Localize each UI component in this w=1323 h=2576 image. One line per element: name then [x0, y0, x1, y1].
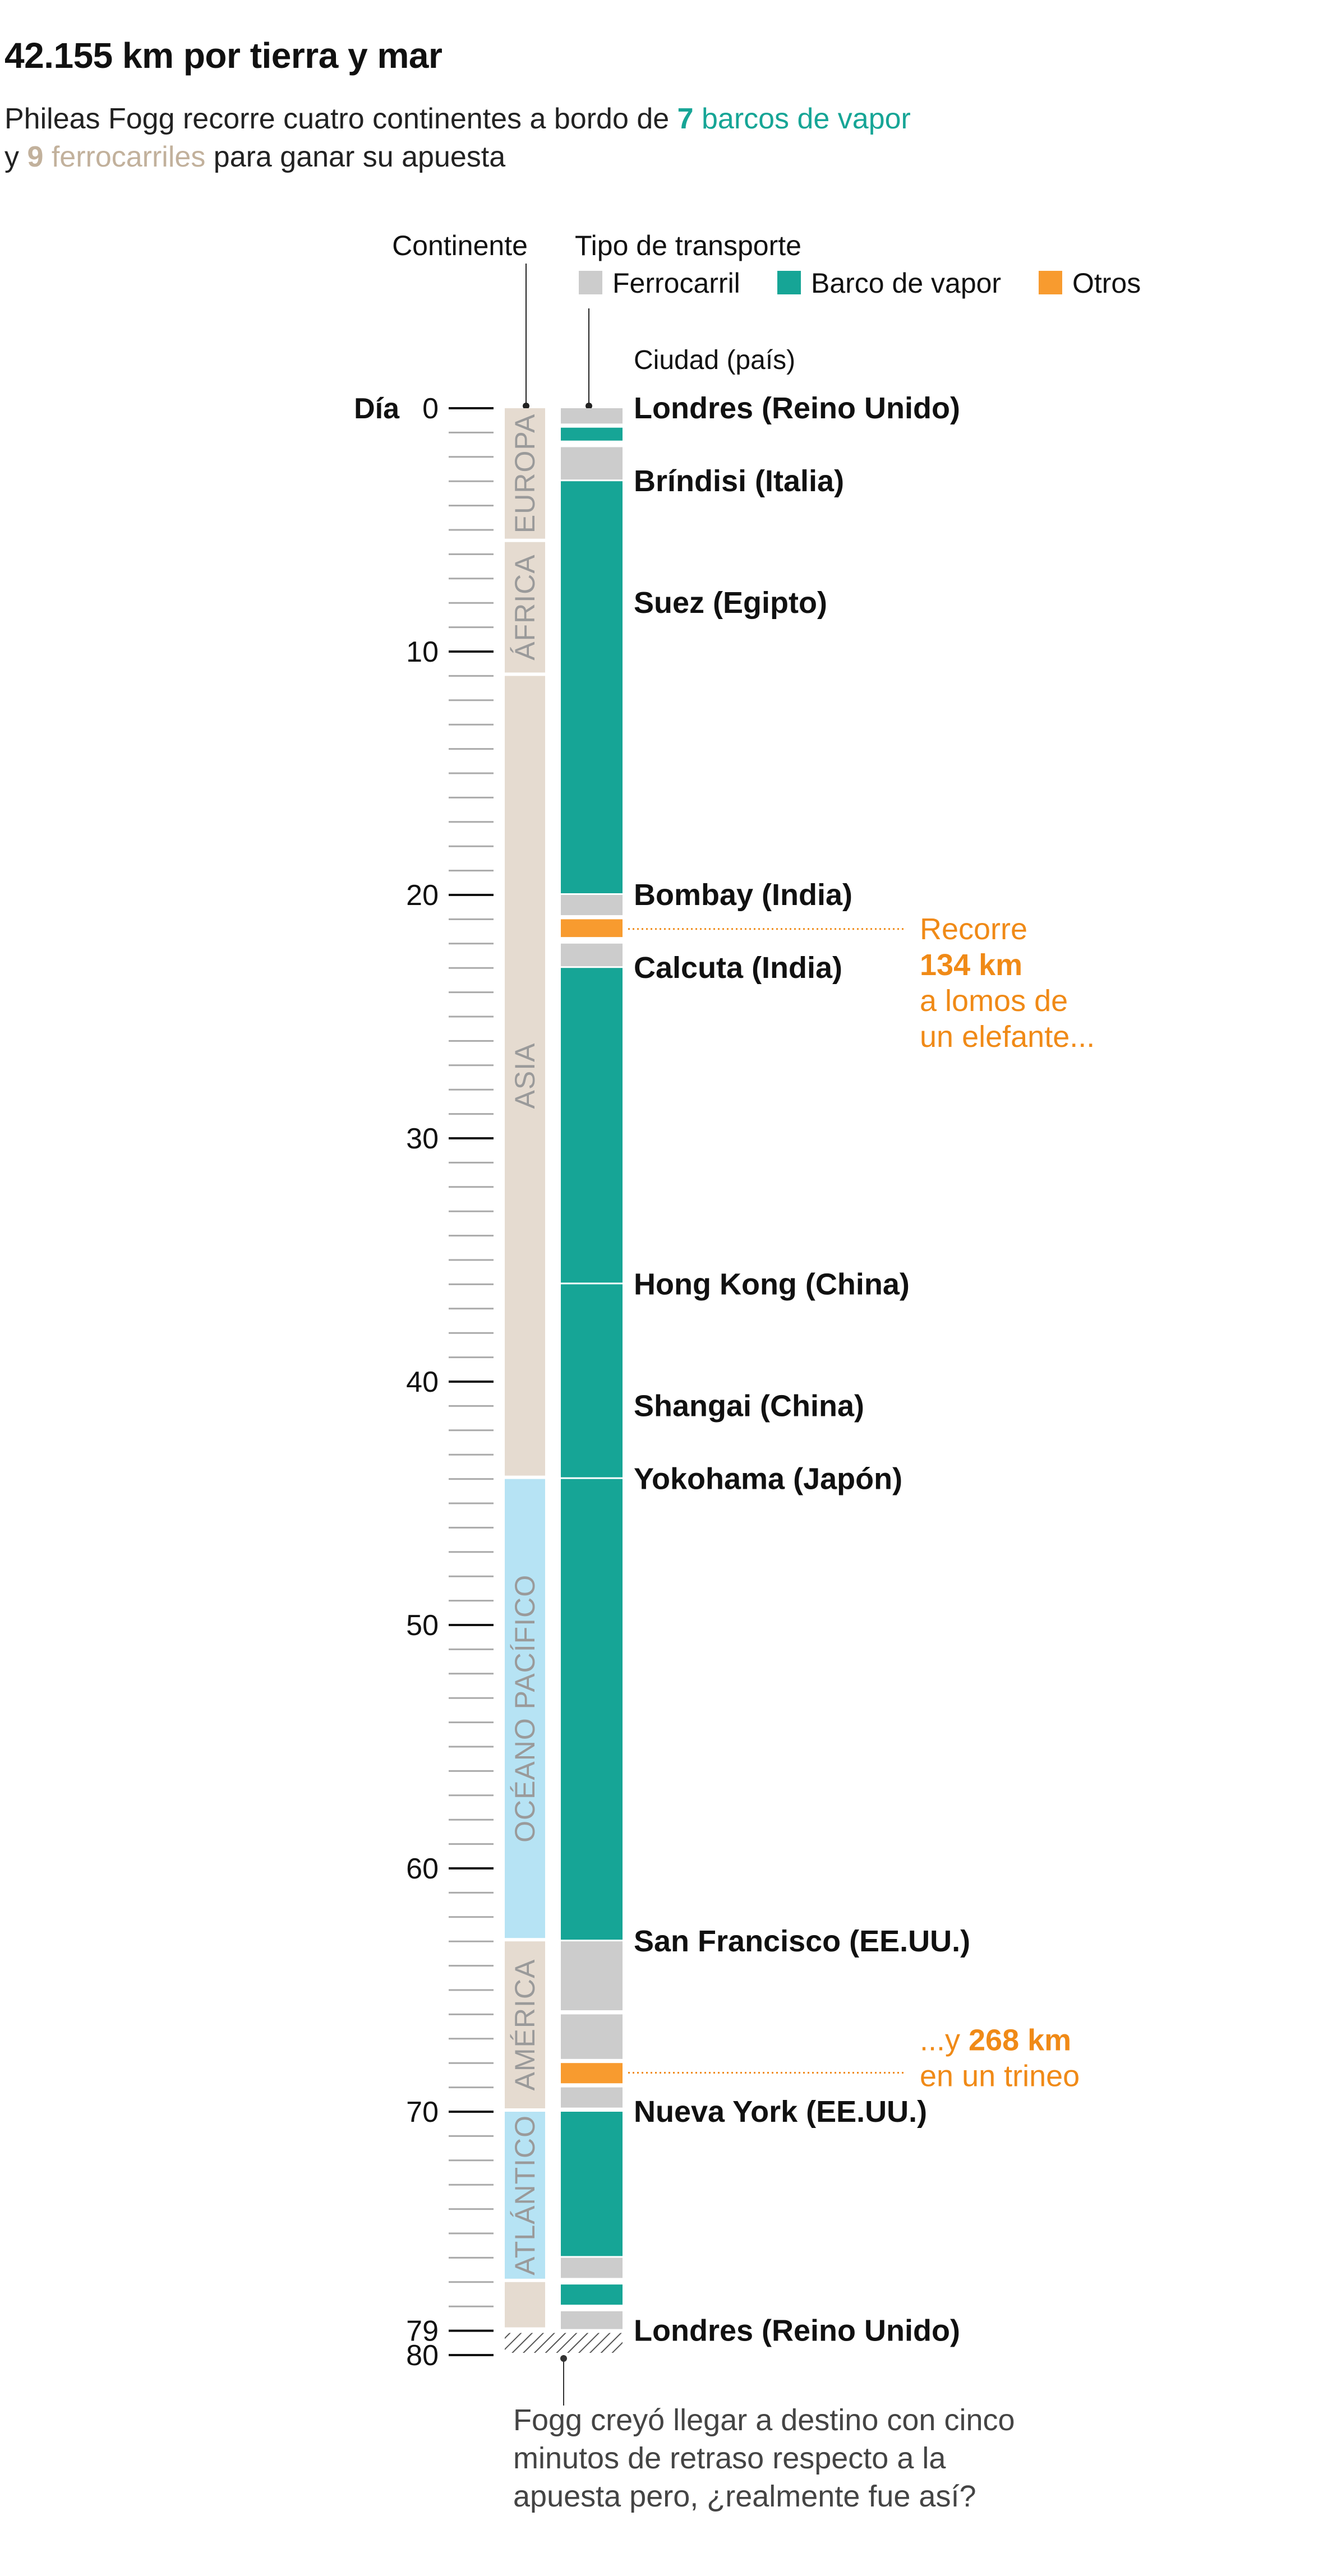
page-subtitle: Phileas Fogg recorre cuatro continentes … — [4, 100, 911, 176]
axis-tick-label: 80 — [406, 2339, 439, 2372]
axis-tick-label: 0 — [422, 393, 439, 425]
city-label: Shangai (China) — [634, 1389, 864, 1423]
sled-annotation-part: ...y — [920, 2024, 969, 2057]
city-label: Londres (Reino Unido) — [634, 2314, 960, 2348]
transport-segment-steamship — [561, 481, 623, 893]
city-label: Calcuta (India) — [634, 951, 842, 985]
sled-annotation-line: en un trineo — [920, 2060, 1080, 2093]
transport-segment-railway — [561, 2311, 623, 2329]
subtitle-line-1: Phileas Fogg recorre cuatro continentes … — [4, 100, 911, 138]
elephant-annotation-line: un elefante... — [920, 1020, 1095, 1054]
transport-segment-railway — [561, 2014, 623, 2059]
city-label: Suez (Egipto) — [634, 586, 827, 620]
railway-count: 9 — [27, 141, 44, 173]
axis-tick-label: 60 — [406, 1853, 439, 1885]
transport-pointer-dot — [586, 403, 592, 409]
transport-segment-railway — [561, 943, 623, 967]
transport-segment-railway — [561, 1941, 623, 2011]
footnote-line: Fogg creyó llegar a destino con cinco — [513, 2403, 1015, 2437]
elephant-annotation-line: a lomos de — [920, 984, 1068, 1018]
transport-segment-steamship — [561, 1284, 623, 1478]
axis-tick-label: 50 — [406, 1609, 439, 1642]
sled-annotation-part: en un trineo — [920, 2060, 1080, 2093]
city-label: Bombay (India) — [634, 878, 852, 912]
subtitle-line2-post: para ganar su apuesta — [205, 141, 506, 173]
sled-annotation-line: ...y 268 km — [920, 2024, 1071, 2057]
city-label: Yokohama (Japón) — [634, 1462, 902, 1496]
continent-label: EUROPA — [509, 414, 541, 533]
continent-label: ÁFRICA — [509, 554, 541, 660]
subtitle-line1-text: Phileas Fogg recorre cuatro continentes … — [4, 103, 677, 135]
continent-label: ATLÁNTICO — [509, 2115, 541, 2275]
city-label: Hong Kong (China) — [634, 1267, 910, 1301]
transport-segment-steamship — [561, 427, 623, 441]
city-label: Nueva York (EE.UU.) — [634, 2095, 927, 2129]
subtitle-line-2: y 9 ferrocarriles para ganar su apuesta — [4, 138, 911, 176]
delay-hatched-band — [505, 2333, 623, 2353]
sled-annotation-part: 268 km — [969, 2024, 1071, 2057]
steamship-text: barcos de vapor — [693, 103, 911, 135]
axis-tick-label: 10 — [406, 636, 439, 668]
city-label: Londres (Reino Unido) — [634, 391, 960, 425]
continent-pointer-dot — [523, 403, 529, 409]
footnote-line: apuesta pero, ¿realmente fue así? — [513, 2480, 976, 2513]
footnote-pointer-dot — [560, 2355, 567, 2362]
city-label: San Francisco (EE.UU.) — [634, 1924, 970, 1958]
transport-segment-railway — [561, 408, 623, 424]
city-header: Ciudad (país) — [634, 345, 795, 375]
axis-tick-label: 70 — [406, 2096, 439, 2129]
transport-segment-other — [561, 2063, 623, 2084]
transport-segment-other — [561, 919, 623, 938]
legend-label-other: Otros — [1072, 267, 1141, 299]
continent-band — [505, 1941, 545, 2108]
continent-band — [505, 408, 545, 539]
legend-label-steamship: Barco de vapor — [811, 267, 1001, 299]
subtitle-line2-pre: y — [4, 141, 27, 173]
axis-tick-label: 20 — [406, 879, 439, 912]
transport-header: Tipo de transporte — [575, 230, 801, 261]
continent-label: OCÉANO PACÍFICO — [509, 1575, 541, 1843]
footnote-line: minutos de retraso respecto a la — [513, 2441, 946, 2475]
continent-label: ASIA — [509, 1043, 541, 1109]
steamship-count: 7 — [677, 103, 694, 135]
axis-tick-label: 79 — [406, 2315, 439, 2348]
transport-segment-railway — [561, 2258, 623, 2278]
transport-segment-steamship — [561, 2112, 623, 2256]
legend-swatch-railway — [579, 271, 602, 294]
continent-band — [505, 1479, 545, 1938]
transport-segment-steamship — [561, 968, 623, 1283]
axis-tick-label: 40 — [406, 1366, 439, 1398]
transport-segment-steamship — [561, 2284, 623, 2305]
continent-band — [505, 2112, 545, 2279]
axis-label-dia: Día — [354, 393, 400, 425]
legend-swatch-steamship — [777, 271, 801, 294]
continent-band — [505, 676, 545, 1476]
city-label: Bríndisi (Italia) — [634, 464, 844, 498]
elephant-annotation-line: 134 km — [920, 948, 1022, 982]
legend-swatch-other — [1039, 271, 1062, 294]
continent-label: AMÉRICA — [509, 1959, 541, 2091]
legend-label-railway: Ferrocarril — [612, 267, 740, 299]
continent-band — [505, 542, 545, 673]
transport-segment-railway — [561, 895, 623, 916]
transport-segment-steamship — [561, 1479, 623, 1940]
continent-header: Continente — [392, 230, 528, 261]
elephant-annotation-line: Recorre — [920, 912, 1027, 946]
railway-text: ferrocarriles — [43, 141, 206, 173]
axis-tick-label: 30 — [406, 1123, 439, 1155]
transport-segment-railway — [561, 447, 623, 480]
page-title: 42.155 km por tierra y mar — [4, 35, 442, 76]
transport-segment-railway — [561, 2087, 623, 2108]
continent-band — [505, 2282, 545, 2328]
